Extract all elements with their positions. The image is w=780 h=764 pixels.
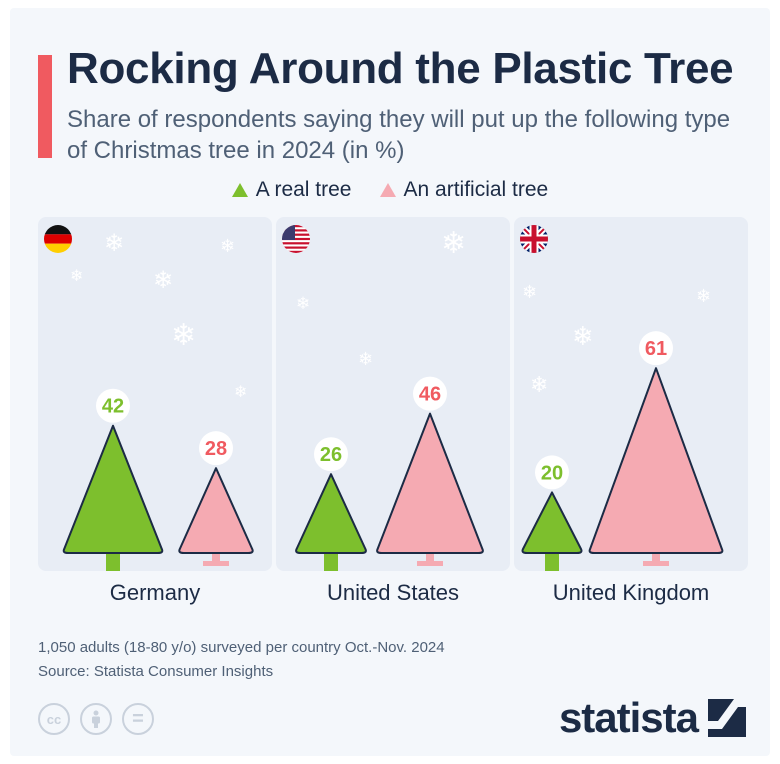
snowflake-icon: ❄ bbox=[696, 286, 712, 306]
real-tree-germany-label-bg bbox=[96, 388, 130, 423]
real-tree-united-states-value-label: 26 bbox=[320, 444, 342, 466]
artificial-tree-germany bbox=[178, 467, 254, 554]
artificial-tree-germany-stand bbox=[203, 551, 229, 566]
artificial-tree-united-kingdom-label-bg bbox=[639, 331, 673, 366]
real-tree-united-kingdom-label-bg bbox=[535, 455, 569, 490]
survey-note: 1,050 adults (18-80 y/o) surveyed per co… bbox=[38, 639, 445, 656]
artificial-tree-united-states bbox=[376, 412, 484, 554]
footnote: 1,050 adults (18-80 y/o) surveyed per co… bbox=[38, 636, 445, 684]
snowflake-icon: ❄ bbox=[234, 384, 248, 401]
nd-icon[interactable]: = bbox=[122, 703, 154, 735]
legend-item-artificial: An artificial tree bbox=[379, 178, 549, 202]
artificial-tree-united-kingdom-stand bbox=[643, 551, 669, 566]
snowflake-icon: ❄ bbox=[572, 321, 594, 351]
source-note: Source: Statista Consumer Insights bbox=[38, 663, 274, 680]
chart-title: Rocking Around the Plastic Tree bbox=[67, 44, 734, 93]
brand-name: statista bbox=[558, 694, 699, 741]
accent-bar bbox=[38, 55, 52, 158]
snowflake-icon: ❄ bbox=[153, 267, 174, 294]
artificial-tree-germany-label-bg bbox=[199, 431, 233, 466]
category-label-united-kingdom: United Kingdom bbox=[552, 580, 710, 605]
real-tree-germany bbox=[62, 424, 164, 554]
category-label-united-states: United States bbox=[326, 580, 460, 605]
artificial-tree-germany-value-label: 28 bbox=[205, 438, 227, 460]
snowflake-icon: ❄ bbox=[70, 268, 84, 285]
artificial-tree-united-states-label-bg bbox=[413, 376, 447, 411]
real-tree-united-kingdom bbox=[521, 491, 583, 554]
snowflake-icon: ❄ bbox=[104, 230, 125, 257]
usa-flag-icon bbox=[282, 225, 310, 253]
legend-swatch-real bbox=[231, 183, 248, 197]
statista-logo[interactable]: statista bbox=[559, 694, 746, 742]
real-tree-united-states-trunk bbox=[324, 551, 338, 571]
real-tree-united-kingdom-value-label: 20 bbox=[541, 462, 563, 484]
legend-item-real: A real tree bbox=[231, 178, 352, 202]
artificial-tree-united-states-value-label: 46 bbox=[419, 384, 441, 406]
artificial-tree-united-kingdom bbox=[588, 367, 724, 554]
real-tree-united-states-label-bg bbox=[314, 437, 348, 472]
legend-swatch-artificial bbox=[379, 183, 396, 197]
chart-subtitle: Share of respondents saying they will pu… bbox=[67, 106, 731, 164]
snowflake-icon: ❄ bbox=[358, 349, 374, 369]
legend-label-real: A real tree bbox=[255, 178, 352, 201]
snowflake-icon: ❄ bbox=[530, 372, 549, 397]
germany-flag-icon bbox=[44, 225, 72, 253]
real-tree-germany-value-label: 42 bbox=[102, 396, 124, 418]
artificial-tree-united-states-stand bbox=[417, 551, 443, 566]
snowflake-icon: ❄ bbox=[171, 319, 197, 352]
snowflake-icon: ❄ bbox=[522, 282, 538, 302]
real-tree-united-kingdom-trunk bbox=[545, 551, 559, 571]
cc-icon[interactable]: cc bbox=[38, 703, 70, 735]
legend: A real tree An artificial tree bbox=[0, 178, 780, 202]
real-tree-united-states bbox=[295, 473, 367, 554]
category-label-germany: Germany bbox=[109, 580, 201, 605]
snowflake-icon: ❄ bbox=[220, 236, 236, 256]
by-icon[interactable] bbox=[80, 703, 112, 735]
license-icons: cc = bbox=[38, 703, 154, 735]
snowflake-icon: ❄ bbox=[441, 227, 467, 260]
real-tree-germany-trunk bbox=[106, 551, 120, 571]
statista-mark-icon bbox=[708, 699, 746, 737]
legend-label-artificial: An artificial tree bbox=[403, 178, 549, 201]
artificial-tree-united-kingdom-value-label: 61 bbox=[645, 338, 667, 360]
snowflake-icon: ❄ bbox=[296, 294, 311, 313]
